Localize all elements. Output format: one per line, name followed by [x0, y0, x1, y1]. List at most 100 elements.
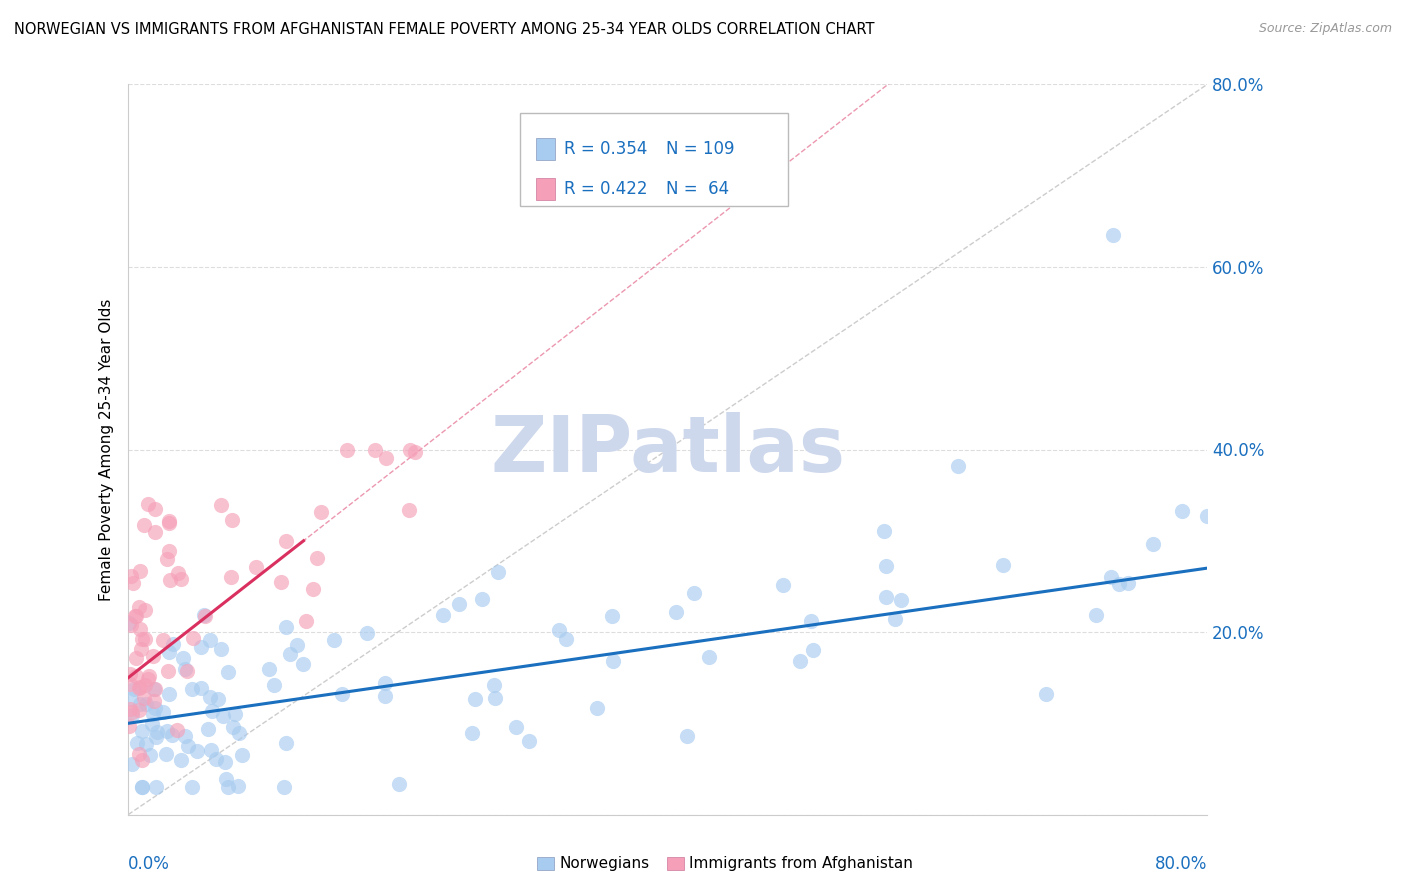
Point: [800, 614, 823, 628]
Point: [398, 502, 420, 516]
Point: [128, 681, 150, 695]
Point: [449, 597, 471, 611]
Point: [197, 722, 219, 736]
Point: [221, 569, 243, 583]
Point: [482, 678, 505, 692]
Point: [155, 747, 177, 761]
Point: [205, 751, 228, 765]
Point: [222, 720, 245, 734]
Point: [139, 748, 162, 763]
Point: [221, 513, 243, 527]
Point: [159, 514, 181, 528]
Point: [217, 665, 239, 679]
Point: [128, 599, 150, 614]
Point: [209, 498, 232, 512]
Point: [1171, 504, 1194, 518]
Point: [145, 730, 167, 744]
Point: [602, 654, 624, 668]
Point: [356, 625, 378, 640]
Point: [143, 524, 166, 539]
Point: [129, 622, 152, 636]
Point: [120, 677, 142, 691]
Point: [157, 516, 180, 530]
Text: ZIPatlas: ZIPatlas: [491, 411, 845, 488]
Text: NORWEGIAN VS IMMIGRANTS FROM AFGHANISTAN FEMALE POVERTY AMONG 25-34 YEAR OLDS CO: NORWEGIAN VS IMMIGRANTS FROM AFGHANISTAN…: [14, 22, 875, 37]
Point: [121, 708, 143, 723]
Point: [683, 586, 706, 600]
Point: [152, 633, 174, 648]
Point: [190, 640, 212, 655]
Point: [131, 724, 153, 739]
Point: [118, 616, 141, 631]
Point: [1108, 577, 1130, 591]
Point: [120, 618, 142, 632]
Point: [257, 662, 280, 676]
Point: [789, 655, 811, 669]
Point: [125, 669, 148, 683]
Point: [121, 705, 143, 719]
Point: [128, 703, 150, 717]
Point: [135, 737, 157, 751]
Point: [129, 565, 152, 579]
Point: [162, 636, 184, 650]
Point: [125, 736, 148, 750]
Point: [374, 450, 396, 465]
Point: [121, 757, 143, 772]
Point: [665, 605, 688, 619]
Point: [190, 681, 212, 695]
Point: [1101, 570, 1123, 584]
Point: [291, 657, 314, 671]
Point: [120, 569, 142, 583]
Point: [309, 505, 332, 519]
Point: [276, 620, 298, 634]
Point: [200, 743, 222, 757]
Point: [135, 697, 157, 711]
Point: [128, 681, 150, 695]
Point: [152, 705, 174, 719]
Point: [585, 701, 607, 715]
Text: N =  64: N = 64: [665, 179, 728, 198]
Point: [181, 682, 204, 697]
Point: [486, 565, 509, 579]
Point: [270, 575, 292, 590]
Point: [157, 543, 180, 558]
Point: [323, 633, 346, 648]
Point: [173, 662, 195, 676]
Point: [336, 442, 359, 457]
Point: [118, 719, 141, 733]
Text: Norwegians: Norwegians: [560, 856, 650, 871]
Point: [132, 517, 155, 532]
Point: [198, 690, 221, 704]
Point: [134, 632, 156, 647]
Point: [1084, 607, 1107, 622]
Text: Immigrants from Afghanistan: Immigrants from Afghanistan: [689, 856, 912, 871]
Point: [1195, 508, 1218, 523]
Point: [193, 608, 215, 623]
Point: [600, 608, 623, 623]
Point: [212, 709, 235, 723]
Point: [138, 669, 160, 683]
Point: [374, 676, 396, 690]
Point: [142, 707, 165, 722]
Point: [302, 582, 325, 597]
Point: [124, 608, 146, 623]
Point: [194, 609, 217, 624]
Point: [131, 780, 153, 794]
Point: [224, 707, 246, 722]
Point: [170, 572, 193, 586]
Point: [131, 632, 153, 646]
Point: [245, 559, 267, 574]
Point: [129, 642, 152, 657]
Point: [263, 678, 285, 692]
Point: [548, 624, 571, 638]
Point: [228, 726, 250, 740]
Point: [172, 651, 194, 665]
Point: [388, 777, 411, 791]
Point: [118, 702, 141, 716]
Point: [946, 459, 969, 474]
Point: [170, 754, 193, 768]
Point: [295, 614, 318, 628]
Point: [364, 442, 387, 457]
Point: [131, 780, 153, 794]
Point: [156, 723, 179, 738]
